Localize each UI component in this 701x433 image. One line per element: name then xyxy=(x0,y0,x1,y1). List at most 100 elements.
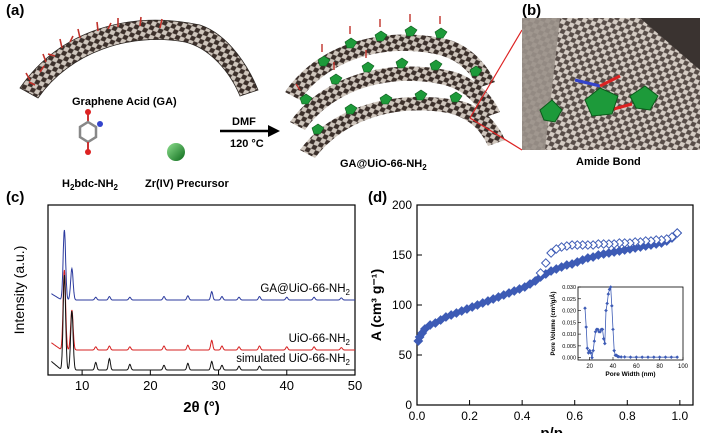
series-label: UiO-66-NH2 xyxy=(289,333,351,347)
panel-label-a: (a) xyxy=(6,2,25,19)
panel-label-d: (d) xyxy=(368,189,388,206)
product-caption: GA@UiO-66-NH2 xyxy=(340,158,427,172)
amide-bond-closeup xyxy=(522,18,700,150)
plot-frame xyxy=(47,204,356,376)
linker-molecule xyxy=(78,109,103,155)
inset-x-tick-label: 80 xyxy=(656,364,663,370)
precursor-caption: Zr(IV) Precursor xyxy=(145,178,229,190)
inset-point xyxy=(589,351,593,355)
inset-x-tick-label: 20 xyxy=(586,364,593,370)
panel-label-b: (b) xyxy=(522,2,542,19)
zr-precursor-sphere xyxy=(167,143,185,161)
y-tick-label: 200 xyxy=(392,198,412,212)
acid-groups xyxy=(25,16,163,86)
x-tick-label: 0.0 xyxy=(409,409,426,423)
linker-caption: H2bdc-NH2 xyxy=(62,178,118,192)
series-label-main: GA@UiO-66-NH xyxy=(260,283,345,295)
desorption-point xyxy=(540,258,551,268)
x-tick-label: 30 xyxy=(211,378,225,393)
inset-y-tick-label: 0.025 xyxy=(562,297,576,303)
xrd-series-line xyxy=(51,274,355,371)
y-axis-label: A (cm³ g⁻¹) xyxy=(368,269,384,341)
reaction-arrow xyxy=(220,125,280,137)
inset-y-axis-label: Pore Volume (cm³/g/Å) xyxy=(550,292,557,356)
inset-y-tick-label: 0.015 xyxy=(562,320,576,326)
inset-point xyxy=(584,325,588,329)
linker-caption-sub1: 2 xyxy=(69,183,75,193)
xrd-series-line xyxy=(51,269,355,351)
inset-point xyxy=(640,355,644,359)
linker-caption-sub2: 2 xyxy=(113,183,118,193)
adsorption-point xyxy=(530,276,541,286)
x-tick-label: 10 xyxy=(75,378,89,393)
x-tick-label: 40 xyxy=(280,378,294,393)
inset-y-tick-label: 0.030 xyxy=(562,285,576,291)
schematic-illustration xyxy=(19,14,700,161)
inset-point xyxy=(675,355,679,359)
adsorption-point xyxy=(419,324,430,334)
series-label: GA@UiO-66-NH2 xyxy=(260,283,350,297)
inset-point xyxy=(606,292,611,296)
inset-point xyxy=(601,337,606,341)
desorption-point xyxy=(551,244,562,254)
inset-y-tick-label: 0.010 xyxy=(562,332,576,338)
inset-point xyxy=(617,354,621,359)
y-axis-label: Intensity (a.u.) xyxy=(11,246,27,335)
arrow-label-dmf: DMF xyxy=(232,116,256,128)
inset-point xyxy=(585,346,590,351)
product-caption-sub: 2 xyxy=(422,163,427,173)
linker-caption-h: H xyxy=(62,178,70,190)
inset-point xyxy=(619,355,623,359)
composite-sheets xyxy=(285,14,505,158)
inset-point xyxy=(634,355,639,359)
xrd-chart: 10 20 30 40 50 2θ (°) Intensity (a.u.) GA@UiO-6… xyxy=(11,204,362,416)
inset-y-tick-label: 0.005 xyxy=(562,344,576,350)
inset-point xyxy=(652,355,656,359)
panel-label-c: (c) xyxy=(6,189,25,206)
graphene-acid-caption: Graphene Acid (GA) xyxy=(72,96,177,108)
x-tick-label: 50 xyxy=(348,378,362,393)
xrd-series-line xyxy=(51,229,355,301)
linker-caption-mid: bdc-NH xyxy=(74,178,114,190)
product-caption-main: GA@UiO-66-NH xyxy=(340,158,423,170)
x-tick-label: 0.2 xyxy=(461,409,478,423)
inset-point xyxy=(669,355,674,359)
inset-frame xyxy=(577,286,684,361)
inset-x-tick-label: 40 xyxy=(610,364,617,370)
series-label: simulated UiO-66-NH2 xyxy=(236,353,350,367)
desorption-point xyxy=(535,268,546,278)
series-label-subscript: 2 xyxy=(346,288,351,297)
inset-point xyxy=(592,339,597,343)
inset-point xyxy=(622,355,627,359)
x-tick-label: 20 xyxy=(143,378,157,393)
x-axis-label: 2θ (°) xyxy=(183,399,220,416)
x-axis-label: p/p₀ xyxy=(540,425,569,433)
inset-point xyxy=(610,304,614,308)
series-label-subscript: 2 xyxy=(346,358,351,367)
y-tick-label: 150 xyxy=(392,248,412,262)
zoom-lines xyxy=(469,29,523,151)
inset-x-axis-label: Pore Width (nm) xyxy=(605,371,655,378)
inset-y-tick-label: 0.020 xyxy=(562,309,576,315)
inset-point xyxy=(657,355,662,359)
inset-x-tick-label: 100 xyxy=(678,364,689,370)
isotherm-chart: 0.0 0.2 0.4 0.6 0.8 1.0 0 50 100 150 200 p/p₀ A (cm³… xyxy=(368,198,694,433)
y-tick-label: 100 xyxy=(392,298,412,312)
x-tick-label: 0.6 xyxy=(566,409,583,423)
y-tick-label: 50 xyxy=(399,348,413,362)
series-label-subscript: 2 xyxy=(346,338,351,347)
inset-point xyxy=(603,341,607,346)
graphene-sheet xyxy=(19,16,259,99)
inset-point xyxy=(587,348,592,353)
amide-bond-caption: Amide Bond xyxy=(576,156,641,168)
y-tick-label: 0 xyxy=(405,398,412,412)
series-label-main: simulated UiO-66-NH xyxy=(236,353,345,365)
inset-point xyxy=(612,348,616,353)
desorption-point xyxy=(672,228,683,238)
x-tick-label: 1.0 xyxy=(672,409,689,423)
inset-x-tick-label: 60 xyxy=(633,364,640,370)
series-label-main: UiO-66-NH xyxy=(289,333,346,345)
inset-point xyxy=(608,285,613,289)
x-tick-label: 0.8 xyxy=(619,409,636,423)
desorption-point xyxy=(546,248,556,258)
